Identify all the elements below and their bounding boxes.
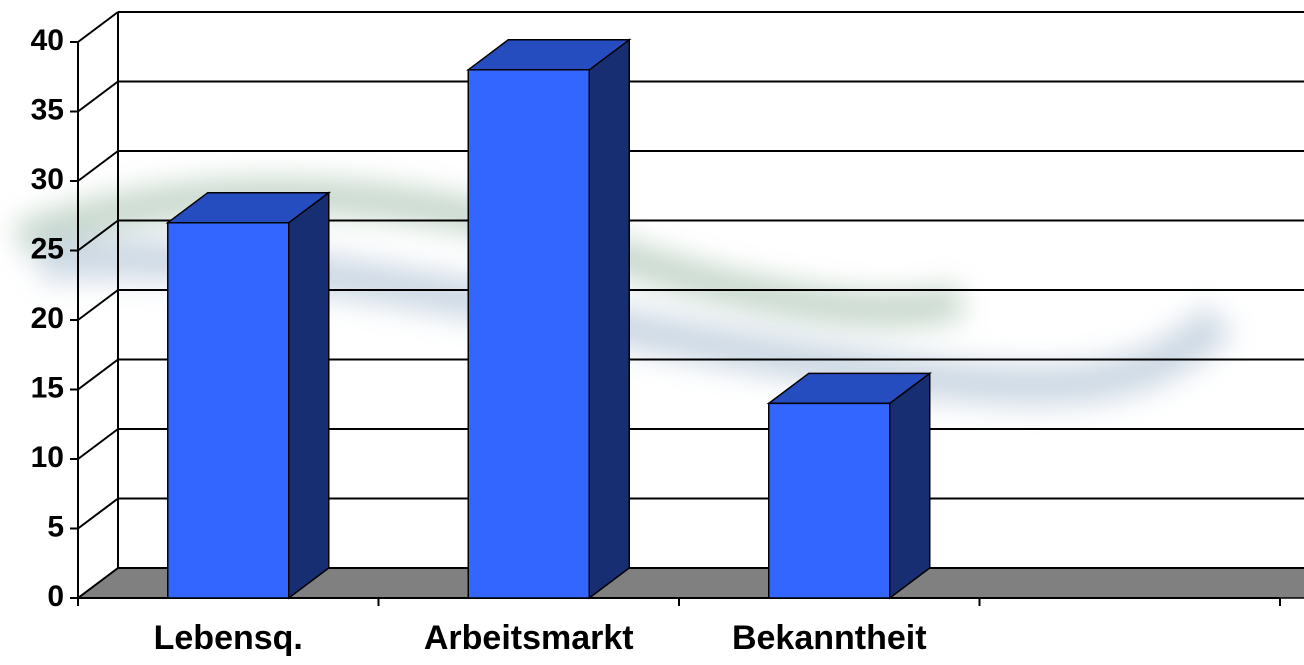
grid-line-side [77, 567, 119, 599]
bar-front [467, 69, 590, 599]
y-tick-label: 10 [31, 441, 64, 474]
x-tick-label: Bekanntheit [732, 619, 927, 657]
y-tick-label: 30 [31, 163, 64, 196]
y-tick-label: 35 [31, 93, 64, 126]
grid-line-side [77, 11, 119, 43]
y-tick-label: 25 [31, 232, 64, 265]
y-tick-label: 5 [47, 510, 64, 543]
bar-side [889, 371, 931, 600]
bar-front [768, 402, 891, 599]
y-tick-label: 0 [47, 580, 64, 613]
grid-line-side [77, 150, 119, 182]
grid-line-side [77, 80, 119, 113]
bar [766, 371, 932, 600]
bar-front [167, 221, 290, 599]
bar-side [288, 191, 330, 600]
grid-line-side [77, 497, 119, 530]
bar [466, 38, 632, 600]
grid-line-side [77, 219, 119, 252]
bar [165, 191, 331, 600]
y-tick-label: 40 [31, 24, 64, 57]
y-tick-label: 15 [31, 371, 64, 404]
grid-line-side [77, 289, 119, 321]
bar-side [588, 38, 630, 600]
x-tick-label: Lebensq. [154, 619, 303, 657]
grid-line-side [77, 428, 119, 460]
x-tick-label: Arbeitsmarkt [424, 619, 634, 657]
grid-line-side [77, 358, 119, 391]
y-tick-label: 20 [31, 302, 64, 335]
